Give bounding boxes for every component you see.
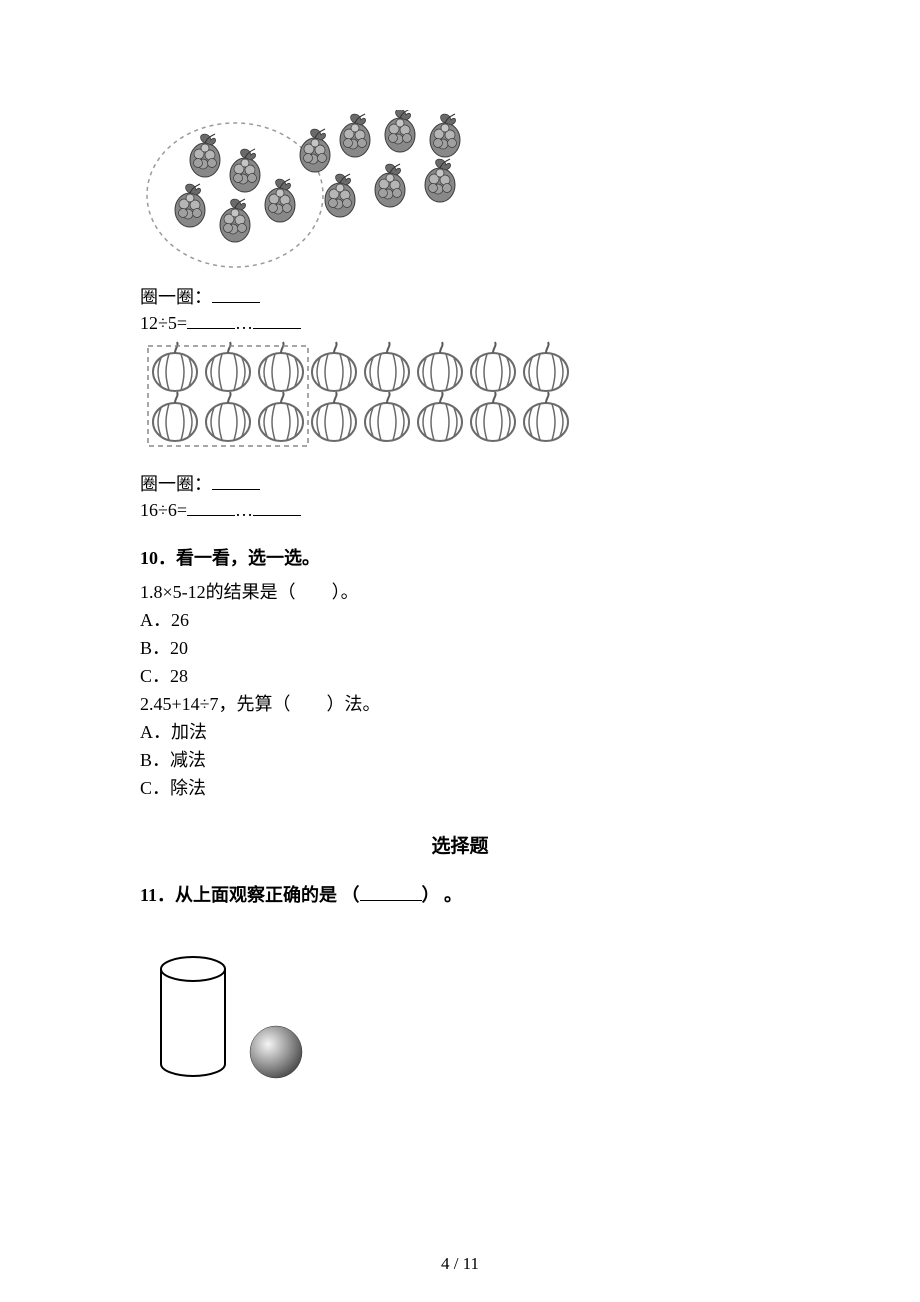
q10-a1: A．26 (140, 607, 780, 635)
blank (360, 883, 422, 901)
blank (212, 285, 260, 303)
q9-div-line-1: 12÷5= … (140, 310, 780, 336)
ellipsis: … (235, 500, 253, 520)
circle-label: 圈一圈： (140, 287, 212, 307)
pumpkins-figure (140, 338, 600, 453)
grapes-figure (140, 110, 500, 280)
q10-sub2: 2.45+14÷7，先算（ ）法。 (140, 691, 780, 719)
blank (187, 498, 235, 516)
blank (212, 472, 260, 490)
blank (253, 498, 301, 516)
q11-heading: 11．从上面观察正确的是 （ ） 。 (140, 882, 780, 908)
q10-a2: A．加法 (140, 719, 780, 747)
blank (253, 311, 301, 329)
q10-b1: B．20 (140, 635, 780, 663)
q9-circle-line-2: 圈一圈： (140, 471, 780, 497)
div2-lhs: 16÷6= (140, 500, 187, 520)
q10-c2: C．除法 (140, 775, 780, 803)
q11-num: 11． (140, 885, 175, 905)
div1-lhs: 12÷5= (140, 313, 187, 333)
q10-title: 看一看，选一选。 (176, 548, 320, 568)
q10-num: 10． (140, 548, 176, 568)
page-number: 4 / 11 (0, 1254, 920, 1274)
q11-title-post: ） 。 (422, 885, 463, 905)
blank (187, 311, 235, 329)
q10-c1: C．28 (140, 663, 780, 691)
section-title: 选择题 (140, 833, 780, 861)
cylinder-sphere-figure (148, 944, 318, 1099)
circle-label: 圈一圈： (140, 474, 212, 494)
q10-heading: 10．看一看，选一选。 (140, 545, 780, 571)
q11-title-pre: 从上面观察正确的是 （ (175, 885, 360, 905)
q9-circle-line-1: 圈一圈： (140, 284, 780, 310)
q9-div-line-2: 16÷6= … (140, 497, 780, 523)
q10-b2: B．减法 (140, 747, 780, 775)
ellipsis: … (235, 313, 253, 333)
q10-sub1: 1.8×5-12的结果是（ ）。 (140, 579, 780, 607)
